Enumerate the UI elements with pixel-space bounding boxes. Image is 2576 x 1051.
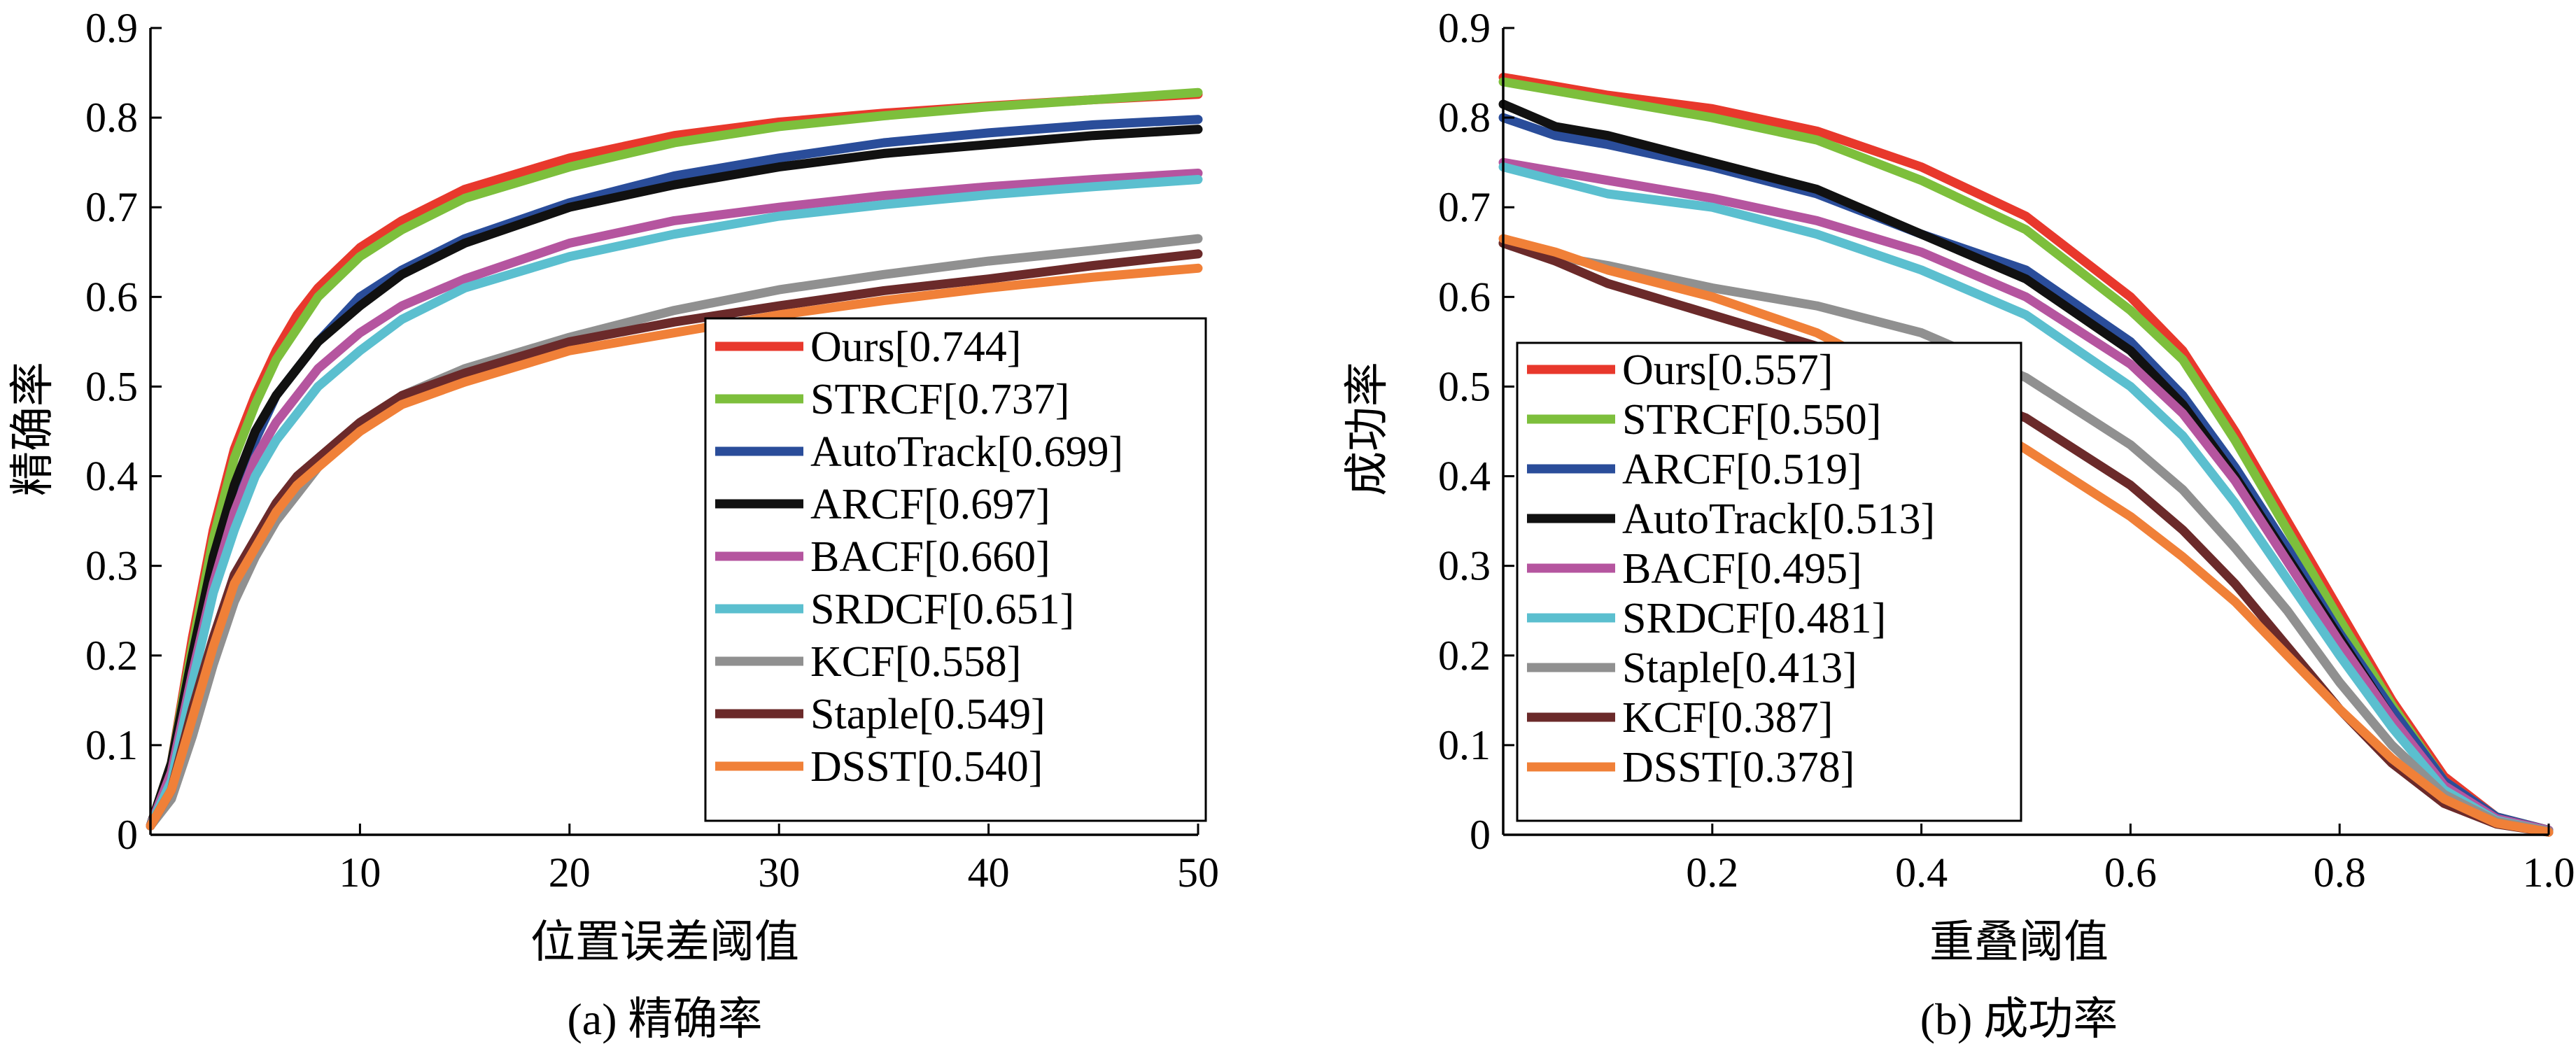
precision-y-tick-label: 0.9 xyxy=(85,5,138,51)
precision-caption: (a) 精确率 xyxy=(567,994,762,1044)
precision-y-tick-label: 0.3 xyxy=(85,543,138,589)
precision-legend-label-5: SRDCF[0.651] xyxy=(810,586,1074,633)
success-y-tick-label: 0.4 xyxy=(1438,453,1491,500)
precision-x-axis-title: 位置误差阈值 xyxy=(530,917,799,968)
precision-series-line-3 xyxy=(146,125,1203,831)
precision-y-tick-label: 0.2 xyxy=(85,633,138,679)
precision-legend-label-6: KCF[0.558] xyxy=(810,638,1021,686)
success-y-tick-label: 0.7 xyxy=(1438,184,1491,230)
precision-plot: 0 0.1 0.2 0.3 0.4 0.5 0.6 0.7 0.8 0.9 10 20 30 40 50 O… xyxy=(7,5,1219,1044)
success-y-tick-label: 0.2 xyxy=(1438,633,1491,679)
success-legend-label-7: KCF[0.387] xyxy=(1622,694,1833,742)
success-legend-label-3: AutoTrack[0.513] xyxy=(1622,495,1935,543)
success-y-axis-title: 成功率 xyxy=(1342,362,1393,496)
precision-x-tick-label: 30 xyxy=(758,849,800,896)
success-legend-label-5: SRDCF[0.481] xyxy=(1622,595,1886,642)
success-legend-label-4: BACF[0.495] xyxy=(1622,545,1862,593)
precision-legend-label-2: AutoTrack[0.699] xyxy=(810,428,1123,476)
precision-series-line-5 xyxy=(146,175,1203,831)
success-caption: (b) 成功率 xyxy=(1920,994,2118,1044)
success-legend-label-6: Staple[0.413] xyxy=(1622,644,1857,692)
precision-y-tick-label: 0 xyxy=(117,812,138,858)
precision-x-tick-label: 20 xyxy=(549,849,591,896)
precision-legend-label-3: ARCF[0.697] xyxy=(810,481,1050,528)
success-y-tick-label: 0.6 xyxy=(1438,274,1491,320)
precision-legend-label-7: Staple[0.549] xyxy=(810,691,1046,738)
precision-legend-label-8: DSST[0.540] xyxy=(810,743,1043,791)
success-y-tick-label: 0.1 xyxy=(1438,722,1491,768)
precision-legend-label-0: Ours[0.744] xyxy=(810,323,1021,371)
precision-y-tick-label: 0.4 xyxy=(85,453,138,500)
success-series-line-5 xyxy=(1498,162,2554,836)
precision-series-layer xyxy=(146,87,1203,831)
precision-y-tick-label: 0.8 xyxy=(85,94,138,141)
precision-series-line-1 xyxy=(146,87,1203,831)
success-y-tick-label: 0.3 xyxy=(1438,543,1491,589)
success-x-tick-label: 0.6 xyxy=(2104,849,2157,896)
success-x-tick-label: 1.0 xyxy=(2523,849,2575,896)
precision-y-tick-label: 0.7 xyxy=(85,184,138,230)
precision-y-tick-label: 0.6 xyxy=(85,274,138,320)
success-axes: 0 0.1 0.2 0.3 0.4 0.5 0.6 0.7 0.8 0.9 0.2 0.4 0.6 0.8… xyxy=(1438,5,2575,896)
success-legend-label-8: DSST[0.378] xyxy=(1622,744,1854,791)
success-plot: 0 0.1 0.2 0.3 0.4 0.5 0.6 0.7 0.8 0.9 0.2 0.4 0.6 0.8… xyxy=(1342,5,2575,1044)
precision-x-tick-label: 10 xyxy=(339,849,381,896)
success-x-tick-label: 0.2 xyxy=(1686,849,1738,896)
success-y-tick-label: 0.5 xyxy=(1438,363,1491,409)
success-y-tick-label: 0.8 xyxy=(1438,94,1491,141)
success-x-tick-label: 0.4 xyxy=(1895,849,1948,896)
precision-x-tick-label: 40 xyxy=(968,849,1010,896)
success-x-tick-label: 0.8 xyxy=(2314,849,2366,896)
success-series-layer xyxy=(1498,73,2554,837)
precision-legend-label-1: STRCF[0.737] xyxy=(810,376,1069,423)
success-y-tick-label: 0 xyxy=(1470,812,1491,858)
success-x-axis-title: 重叠阈值 xyxy=(1929,917,2109,968)
precision-y-axis-title: 精确率 xyxy=(7,362,59,496)
precision-legend-label-4: BACF[0.660] xyxy=(810,533,1050,581)
success-legend-label-0: Ours[0.557] xyxy=(1622,346,1833,394)
success-legend-label-2: ARCF[0.519] xyxy=(1622,446,1862,493)
precision-axes: 0 0.1 0.2 0.3 0.4 0.5 0.6 0.7 0.8 0.9 10 20 30 40 50 xyxy=(85,5,1219,896)
precision-series-line-8 xyxy=(146,263,1203,831)
success-y-tick-label: 0.9 xyxy=(1438,5,1491,51)
precision-legend: Ours[0.744] STRCF[0.737] AutoTrack[0.699] A… xyxy=(704,317,1207,822)
success-legend: Ours[0.557]STRCF[0.550]ARCF[0.519]AutoTr… xyxy=(1516,341,2022,822)
success-legend-label-1: STRCF[0.550] xyxy=(1622,396,1881,444)
success-series-line-8 xyxy=(1498,234,2554,837)
precision-y-tick-label: 0.5 xyxy=(85,363,138,409)
success-series-line-6 xyxy=(1498,239,2554,836)
precision-y-tick-label: 0.1 xyxy=(85,722,138,768)
precision-x-tick-label: 50 xyxy=(1177,849,1219,896)
